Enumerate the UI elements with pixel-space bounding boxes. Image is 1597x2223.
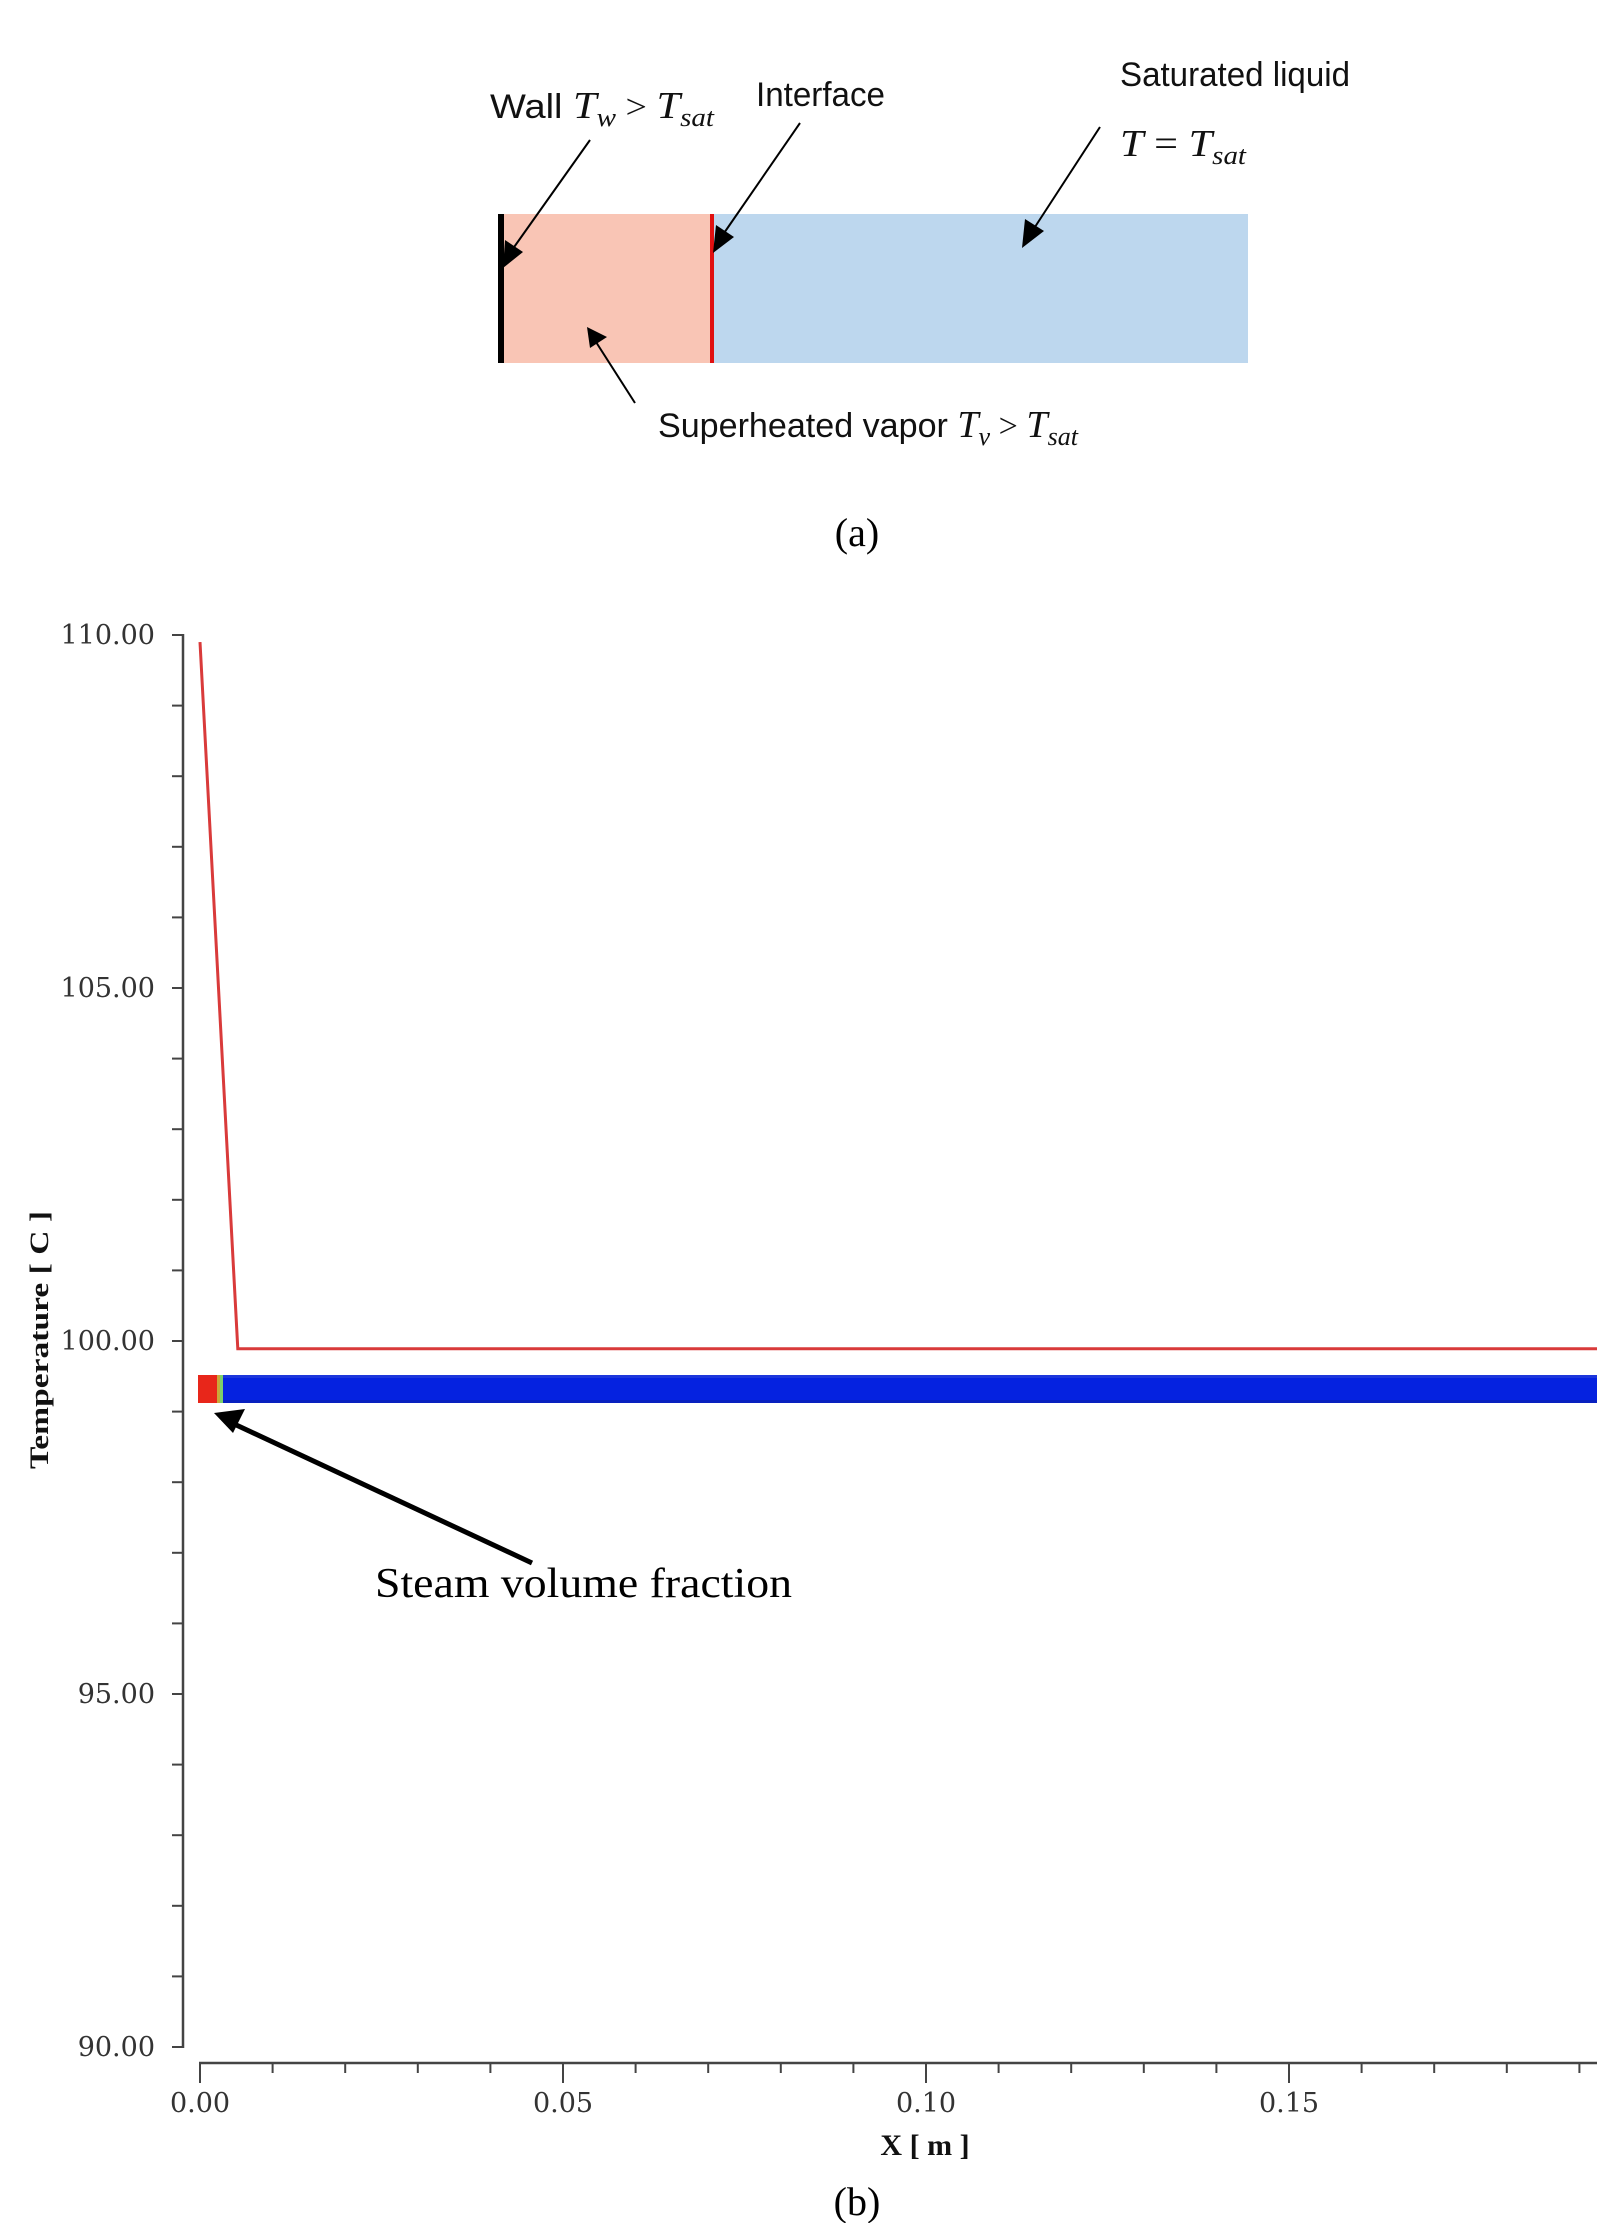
saturated-liquid-label: Saturated liquid — [1120, 56, 1350, 94]
y-tick-label: 110.00 — [61, 620, 155, 651]
x-axis-tick-labels: 0.00 0.05 0.10 0.15 — [170, 2088, 1319, 2119]
annotation-arrowhead-icon — [214, 1409, 245, 1433]
interface-label: Interface — [756, 76, 885, 114]
superheated-vapor-label: Superheated vapor Tv > Tsat — [658, 404, 1079, 451]
figure-b-caption: (b) — [834, 2179, 881, 2223]
y-axis-tick-labels: 90.00 95.00 100.00 105.00 110.00 — [61, 620, 155, 2063]
figure-a-diagram: Wall Tw > Tsat Interface Saturated liqui… — [490, 56, 1350, 555]
steam-volume-fraction-strip — [198, 1375, 1597, 1403]
figure-b-chart: 90.00 95.00 100.00 105.00 110.00 Temperature… — [25, 620, 1597, 2223]
x-tick-label: 0.10 — [896, 2088, 956, 2119]
saturated-liquid-arrow-icon — [1022, 126, 1101, 248]
wall-line — [498, 214, 504, 363]
x-axis-title: X [ m ] — [880, 2129, 969, 2162]
saturated-liquid-region — [712, 214, 1248, 363]
superheated-vapor-region — [501, 214, 712, 363]
steam-volume-fraction-annotation: Steam volume fraction — [214, 1409, 792, 1607]
x-tick-label: 0.15 — [1259, 2088, 1319, 2119]
x-axis-ticks — [199, 2063, 1581, 2083]
temperature-line — [198, 642, 1597, 1351]
y-axis-title: Temperature [ C ] — [25, 1211, 54, 1469]
wall-arrow-icon — [503, 139, 591, 268]
y-tick-label: 90.00 — [78, 2032, 155, 2063]
y-tick-label: 105.00 — [61, 973, 155, 1004]
x-tick-label: 0.05 — [533, 2088, 593, 2119]
x-tick-label: 0.00 — [170, 2088, 230, 2119]
y-tick-label: 95.00 — [78, 1679, 155, 1710]
figure-a-caption: (a) — [835, 510, 879, 555]
saturated-liquid-condition: T = Tsat — [1120, 123, 1247, 170]
wall-label: Wall Tw > Tsat — [490, 85, 715, 132]
interface-line — [710, 214, 714, 363]
interface-arrow-icon — [713, 122, 801, 253]
annotation-arrow-icon — [230, 1420, 534, 1566]
vapor-arrow-icon — [587, 327, 636, 404]
annotation-label: Steam volume fraction — [375, 1561, 792, 1607]
y-axis: 90.00 95.00 100.00 105.00 110.00 Temperature… — [25, 620, 185, 2063]
x-axis: 0.00 0.05 0.10 0.15 X [ m ] — [170, 2061, 1597, 2162]
y-tick-label: 100.00 — [61, 1326, 155, 1357]
y-axis-ticks — [172, 634, 183, 2048]
